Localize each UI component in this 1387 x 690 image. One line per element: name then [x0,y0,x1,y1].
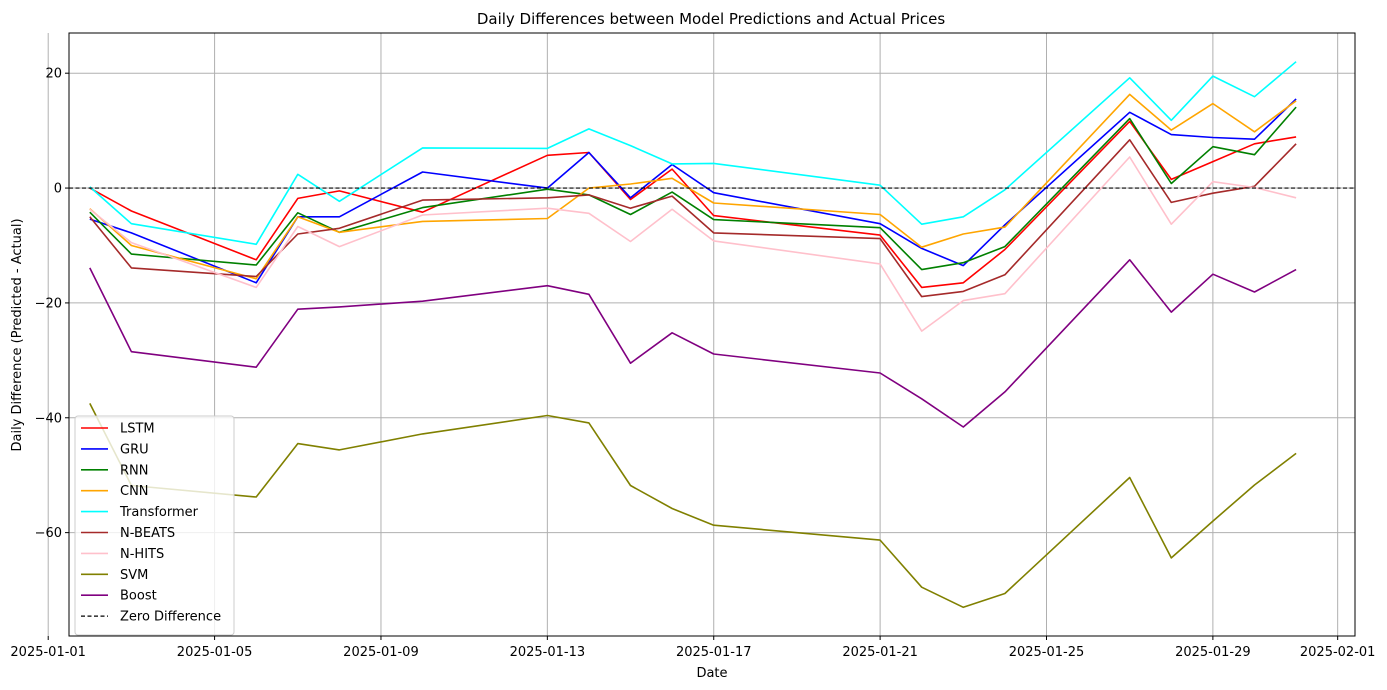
legend-label: CNN [120,484,149,499]
x-tick-label: 2025-01-05 [177,645,253,660]
plot-lines [69,61,1355,609]
plot-frame [68,32,1356,637]
legend-box [74,415,235,636]
legend-label: N-BEATS [120,526,175,541]
x-tick-label: 2025-01-21 [842,645,918,660]
legend-label: Boost [120,589,157,604]
series-line-rnn [89,106,1297,271]
series-line-transformer [89,61,1297,246]
legend: LSTM GRU RNN CNN Transformer N-BEATS N-HITS SVM… [74,415,235,636]
x-axis-label: Date [696,666,727,681]
y-ticks: 20 0 −20 −40 −60 [35,67,69,541]
legend-label: Zero Difference [120,610,221,625]
x-tick-label: 2025-01-01 [10,645,86,660]
legend-label: LSTM [120,422,155,437]
series-line-cnn [89,93,1297,280]
x-ticks: 2025-01-01 2025-01-05 2025-01-09 2025-01-13… [10,636,1375,660]
x-tick-label: 2025-01-17 [676,645,752,660]
y-tick-label: 20 [45,67,62,82]
legend-label: Transformer [119,505,199,520]
series-line-boost [89,258,1297,428]
y-tick-label: −20 [35,296,62,311]
series-line-n-beats [89,139,1297,298]
legend-label: SVM [120,568,148,583]
y-tick-label: −60 [35,526,62,541]
grid [47,33,1355,636]
legend-label: GRU [120,442,149,457]
legend-label: N-HITS [120,547,164,562]
x-tick-label: 2025-02-01 [1300,645,1376,660]
chart-title: Daily Differences between Model Predicti… [477,10,946,28]
x-tick-label: 2025-01-29 [1175,645,1251,660]
series-line-n-hits [89,156,1297,332]
y-tick-label: 0 [54,182,62,197]
y-tick-label: −40 [35,411,62,426]
legend-label: RNN [120,463,148,478]
x-tick-label: 2025-01-13 [510,645,586,660]
x-tick-label: 2025-01-25 [1009,645,1085,660]
series-line-svm [89,403,1297,609]
x-tick-label: 2025-01-09 [343,645,419,660]
y-axis-label: Daily Difference (Predicted - Actual) [10,218,25,451]
series-line-lstm [89,120,1297,289]
